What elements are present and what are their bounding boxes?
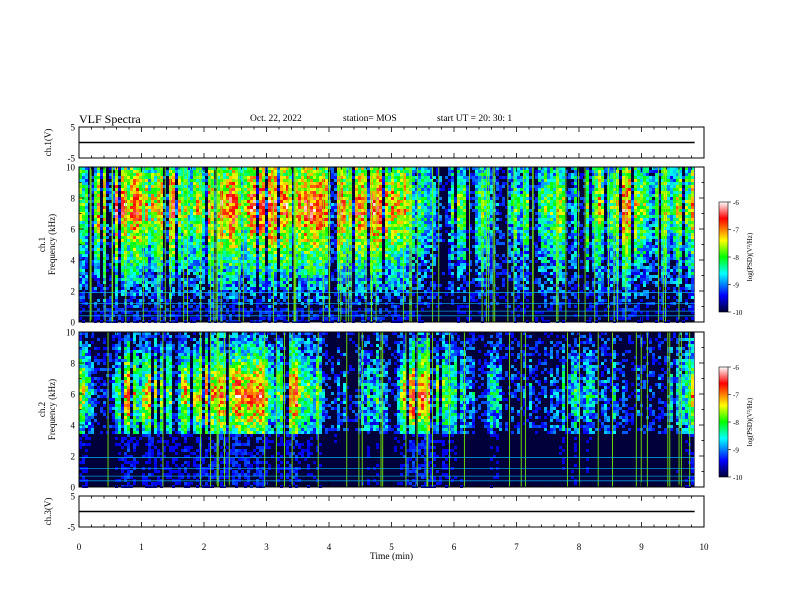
colorbar-tick-label: -9 <box>733 447 739 455</box>
y-tick-label: 6 <box>71 390 76 400</box>
no-data-area <box>694 167 704 322</box>
x-tick-label: 2 <box>202 542 207 552</box>
x-tick-label: 4 <box>327 542 332 552</box>
x-tick-label: 9 <box>639 542 644 552</box>
y-tick-label: 5 <box>71 492 76 502</box>
station-label: station= MOS <box>343 114 397 124</box>
y-axis-label: ch.2 <box>37 402 47 417</box>
y-tick-label: 2 <box>71 452 76 462</box>
colorbar-tick-label: -8 <box>733 419 739 427</box>
panel-1-axes: 0 2 4 6 8 10 ch.1 Frequency (kHz) -6 -7 -8 -9 -10 log… <box>37 163 754 328</box>
y-tick-label: -5 <box>68 523 76 533</box>
colorbar-label: log(PSD)(V²/Hz) <box>746 232 754 281</box>
y-axis-label: Frequency (kHz) <box>47 214 57 275</box>
x-tick-label: 0 <box>77 542 82 552</box>
y-tick-label: 10 <box>66 163 76 173</box>
y-tick-label: 4 <box>71 421 76 431</box>
y-axis-label: Frequency (kHz) <box>47 379 57 440</box>
panel-0-axes: 5 -5 ch.1(V) <box>43 123 705 164</box>
y-tick-label: 8 <box>71 194 76 204</box>
colorbar-tick-label: -10 <box>733 309 743 317</box>
colorbar-tick-label: -6 <box>733 364 739 372</box>
chart-title: VLF Spectra <box>79 112 141 126</box>
x-tick-label: 3 <box>264 542 269 552</box>
colorbar-tick-label: -7 <box>733 227 739 235</box>
colorbar-tick-label: -9 <box>733 282 739 290</box>
colorbar <box>718 201 729 313</box>
y-tick-label: -5 <box>68 154 76 164</box>
panel-3-axes: 5 -5 ch.3(V) <box>43 492 705 533</box>
y-tick-label: 4 <box>71 256 76 266</box>
date-label: Oct. 22, 2022 <box>250 114 302 124</box>
y-axis-label: ch.1 <box>37 237 47 252</box>
x-tick-label: 1 <box>139 542 144 552</box>
colorbar-tick-label: -6 <box>733 199 739 207</box>
x-axis-label: Time (min) <box>370 551 413 562</box>
colorbar-tick-label: -8 <box>733 254 739 262</box>
x-tick-label: 5 <box>389 542 394 552</box>
y-tick-label: 8 <box>71 359 76 369</box>
colorbar-tick-label: -7 <box>733 392 739 400</box>
x-tick-label: 10 <box>700 542 710 552</box>
ch1-spectrogram-image <box>79 167 704 323</box>
x-tick-label: 7 <box>514 542 519 552</box>
y-tick-label: 5 <box>71 123 76 133</box>
y-axis-label: ch.3(V) <box>43 498 53 526</box>
colorbar-label: log(PSD)(V²/Hz) <box>746 397 754 446</box>
x-tick-label: 8 <box>577 542 582 552</box>
x-axis: 0 1 2 3 4 5 6 7 8 9 10 Time (min) <box>77 542 709 562</box>
x-tick-label: 6 <box>452 542 457 552</box>
start-time-label: start UT = 20: 30: 1 <box>437 114 513 124</box>
y-tick-label: 0 <box>71 483 76 493</box>
panel-2-axes: 0 2 4 6 8 10 ch.2 Frequency (kHz) -6 -7 -8 -9 -10 log… <box>37 328 754 493</box>
no-data-area <box>694 332 704 487</box>
y-tick-label: 10 <box>66 328 76 338</box>
y-tick-label: 6 <box>71 225 76 235</box>
y-axis-label: ch.1(V) <box>43 129 53 157</box>
colorbar <box>718 366 729 478</box>
ch2-spectrogram-image <box>79 332 704 488</box>
y-tick-label: 0 <box>71 318 76 328</box>
colorbar-tick-label: -10 <box>733 474 743 482</box>
y-tick-label: 2 <box>71 287 76 297</box>
